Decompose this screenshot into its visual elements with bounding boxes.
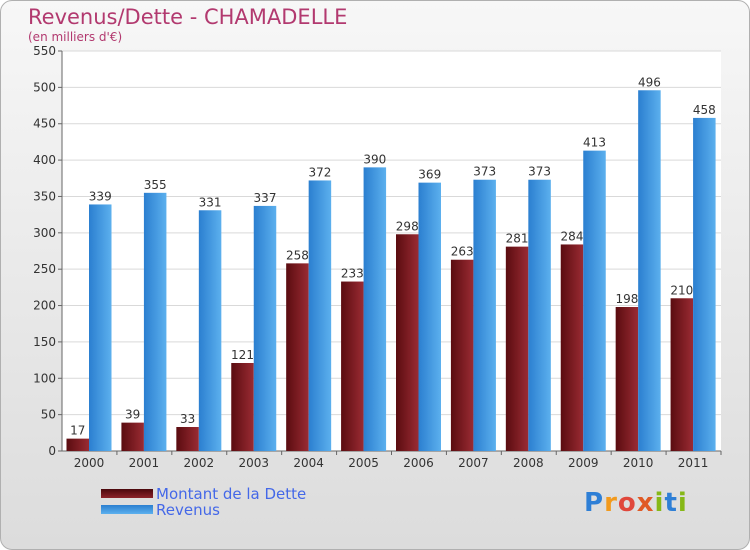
plot-area bbox=[62, 51, 721, 451]
x-tick-label: 2007 bbox=[458, 456, 489, 470]
bar-revenue bbox=[363, 167, 387, 451]
logo-letter: i bbox=[677, 488, 688, 518]
bar-revenue bbox=[693, 117, 716, 451]
x-tick-label: 2011 bbox=[678, 456, 709, 470]
y-tick-label: 300 bbox=[33, 226, 56, 240]
data-label-revenue: 372 bbox=[308, 165, 331, 179]
x-tick-label: 2006 bbox=[403, 456, 434, 470]
data-label-debt: 233 bbox=[341, 267, 364, 281]
data-label-debt: 298 bbox=[396, 219, 419, 233]
x-tick-label: 2010 bbox=[623, 456, 654, 470]
bar-revenue bbox=[89, 204, 112, 451]
y-tick-label: 400 bbox=[33, 153, 56, 167]
data-label-revenue: 373 bbox=[528, 165, 551, 179]
bar-debt bbox=[396, 234, 419, 451]
bar-revenue bbox=[583, 150, 606, 452]
bar-revenue bbox=[473, 179, 496, 451]
data-label-revenue: 331 bbox=[199, 195, 222, 209]
bar-debt bbox=[670, 298, 694, 451]
bar-debt bbox=[66, 438, 89, 451]
legend-label-debt: Montant de la Dette bbox=[156, 485, 307, 503]
data-label-revenue: 458 bbox=[693, 103, 716, 117]
x-tick-label: 2003 bbox=[238, 456, 269, 470]
legend-swatch-revenue bbox=[101, 505, 153, 514]
bar-revenue bbox=[638, 90, 661, 451]
y-tick-label: 150 bbox=[33, 335, 56, 349]
bar-revenue bbox=[418, 182, 441, 452]
chart-subtitle: (en milliers d'€) bbox=[28, 30, 123, 44]
data-label-debt: 121 bbox=[231, 348, 254, 362]
x-tick-label: 2009 bbox=[568, 456, 599, 470]
y-tick-label: 250 bbox=[33, 262, 56, 276]
bar-revenue bbox=[253, 205, 277, 451]
y-tick-label: 500 bbox=[33, 80, 56, 94]
bar-revenue bbox=[198, 210, 222, 451]
bar-debt bbox=[121, 422, 144, 451]
data-label-debt: 39 bbox=[125, 408, 140, 422]
data-label-debt: 33 bbox=[180, 412, 195, 426]
y-tick-label: 350 bbox=[33, 189, 56, 203]
y-tick-label: 0 bbox=[48, 444, 56, 458]
y-tick-label: 100 bbox=[33, 371, 56, 385]
logo-letter: o bbox=[617, 488, 637, 518]
proxiti-logo: Proxiti bbox=[584, 488, 688, 518]
y-tick-label: 50 bbox=[41, 408, 56, 422]
logo-letter: P bbox=[584, 488, 605, 518]
legend-label-revenue: Revenus bbox=[156, 501, 220, 519]
logo-letter: t bbox=[664, 488, 678, 518]
bar-debt bbox=[450, 259, 474, 451]
bar-debt bbox=[615, 307, 639, 451]
bar-revenue bbox=[528, 179, 551, 451]
data-label-debt: 263 bbox=[451, 245, 474, 259]
y-tick-label: 200 bbox=[33, 299, 56, 313]
data-label-debt: 258 bbox=[286, 248, 309, 262]
data-label-revenue: 496 bbox=[638, 75, 661, 89]
data-label-debt: 17 bbox=[70, 424, 85, 438]
data-label-revenue: 390 bbox=[363, 152, 386, 166]
logo-letter: i bbox=[654, 488, 665, 518]
data-label-revenue: 355 bbox=[144, 178, 167, 192]
data-label-debt: 198 bbox=[615, 292, 638, 306]
data-label-revenue: 337 bbox=[254, 191, 277, 205]
bar-debt bbox=[176, 427, 199, 451]
bar-debt bbox=[341, 281, 364, 451]
data-label-revenue: 369 bbox=[418, 168, 441, 182]
data-label-revenue: 373 bbox=[473, 165, 496, 179]
x-tick-label: 2004 bbox=[293, 456, 324, 470]
y-tick-label: 550 bbox=[33, 44, 56, 58]
logo-letter: x bbox=[636, 488, 655, 518]
chart-title: Revenus/Dette - CHAMADELLE bbox=[28, 5, 348, 29]
data-label-debt: 210 bbox=[670, 283, 693, 297]
legend-swatch-debt bbox=[101, 489, 153, 498]
bar-revenue bbox=[308, 180, 332, 452]
x-tick-label: 2005 bbox=[348, 456, 379, 470]
x-tick-label: 2001 bbox=[129, 456, 160, 470]
x-tick-label: 2000 bbox=[74, 456, 105, 470]
bar-revenue bbox=[143, 192, 167, 451]
data-label-debt: 284 bbox=[561, 229, 584, 243]
data-label-revenue: 339 bbox=[89, 189, 112, 203]
data-label-revenue: 413 bbox=[583, 136, 606, 150]
data-label-debt: 281 bbox=[506, 232, 529, 246]
bar-debt bbox=[286, 263, 309, 451]
y-tick-label: 450 bbox=[33, 117, 56, 131]
bar-debt bbox=[560, 244, 584, 451]
bar-debt bbox=[505, 246, 529, 451]
x-tick-label: 2008 bbox=[513, 456, 544, 470]
x-tick-label: 2002 bbox=[184, 456, 215, 470]
bar-debt bbox=[231, 363, 254, 451]
logo-letter: r bbox=[604, 488, 618, 518]
